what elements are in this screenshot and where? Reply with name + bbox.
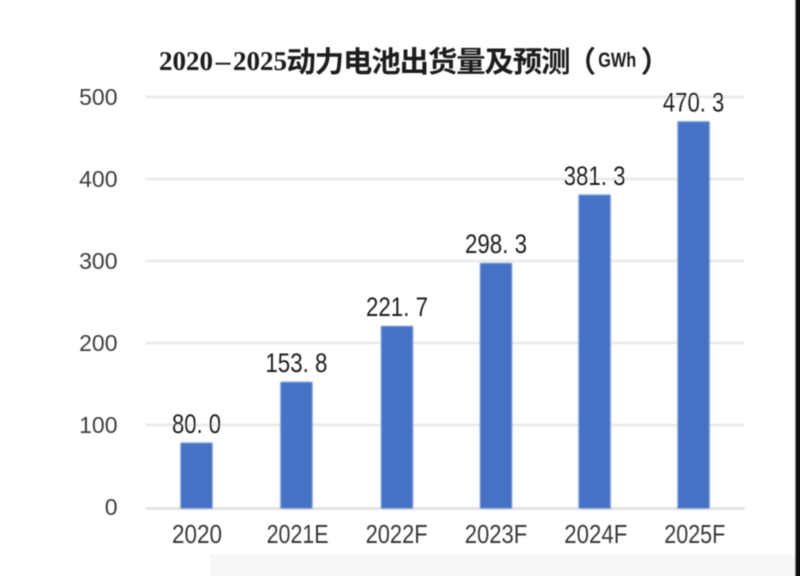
svg-text:400: 400 <box>79 166 117 192</box>
svg-text:2021E: 2021E <box>267 521 329 549</box>
svg-text:2022F: 2022F <box>366 521 428 549</box>
svg-text:381. 3: 381. 3 <box>564 161 626 191</box>
svg-text:2025F: 2025F <box>664 521 725 549</box>
svg-text:221. 7: 221. 7 <box>366 292 428 322</box>
svg-text:2023F: 2023F <box>465 521 528 549</box>
svg-text:153. 8: 153. 8 <box>265 348 327 378</box>
svg-text:500: 500 <box>79 84 117 110</box>
svg-text:80. 0: 80. 0 <box>172 409 221 439</box>
svg-text:300: 300 <box>79 248 117 274</box>
svg-text:100: 100 <box>79 412 117 438</box>
svg-text:2020: 2020 <box>172 521 222 549</box>
svg-text:200: 200 <box>79 330 117 356</box>
svg-text:2024F: 2024F <box>564 521 627 549</box>
svg-text:0: 0 <box>105 494 118 520</box>
svg-text:298. 3: 298. 3 <box>465 229 527 259</box>
svg-text:470. 3: 470. 3 <box>663 88 725 118</box>
